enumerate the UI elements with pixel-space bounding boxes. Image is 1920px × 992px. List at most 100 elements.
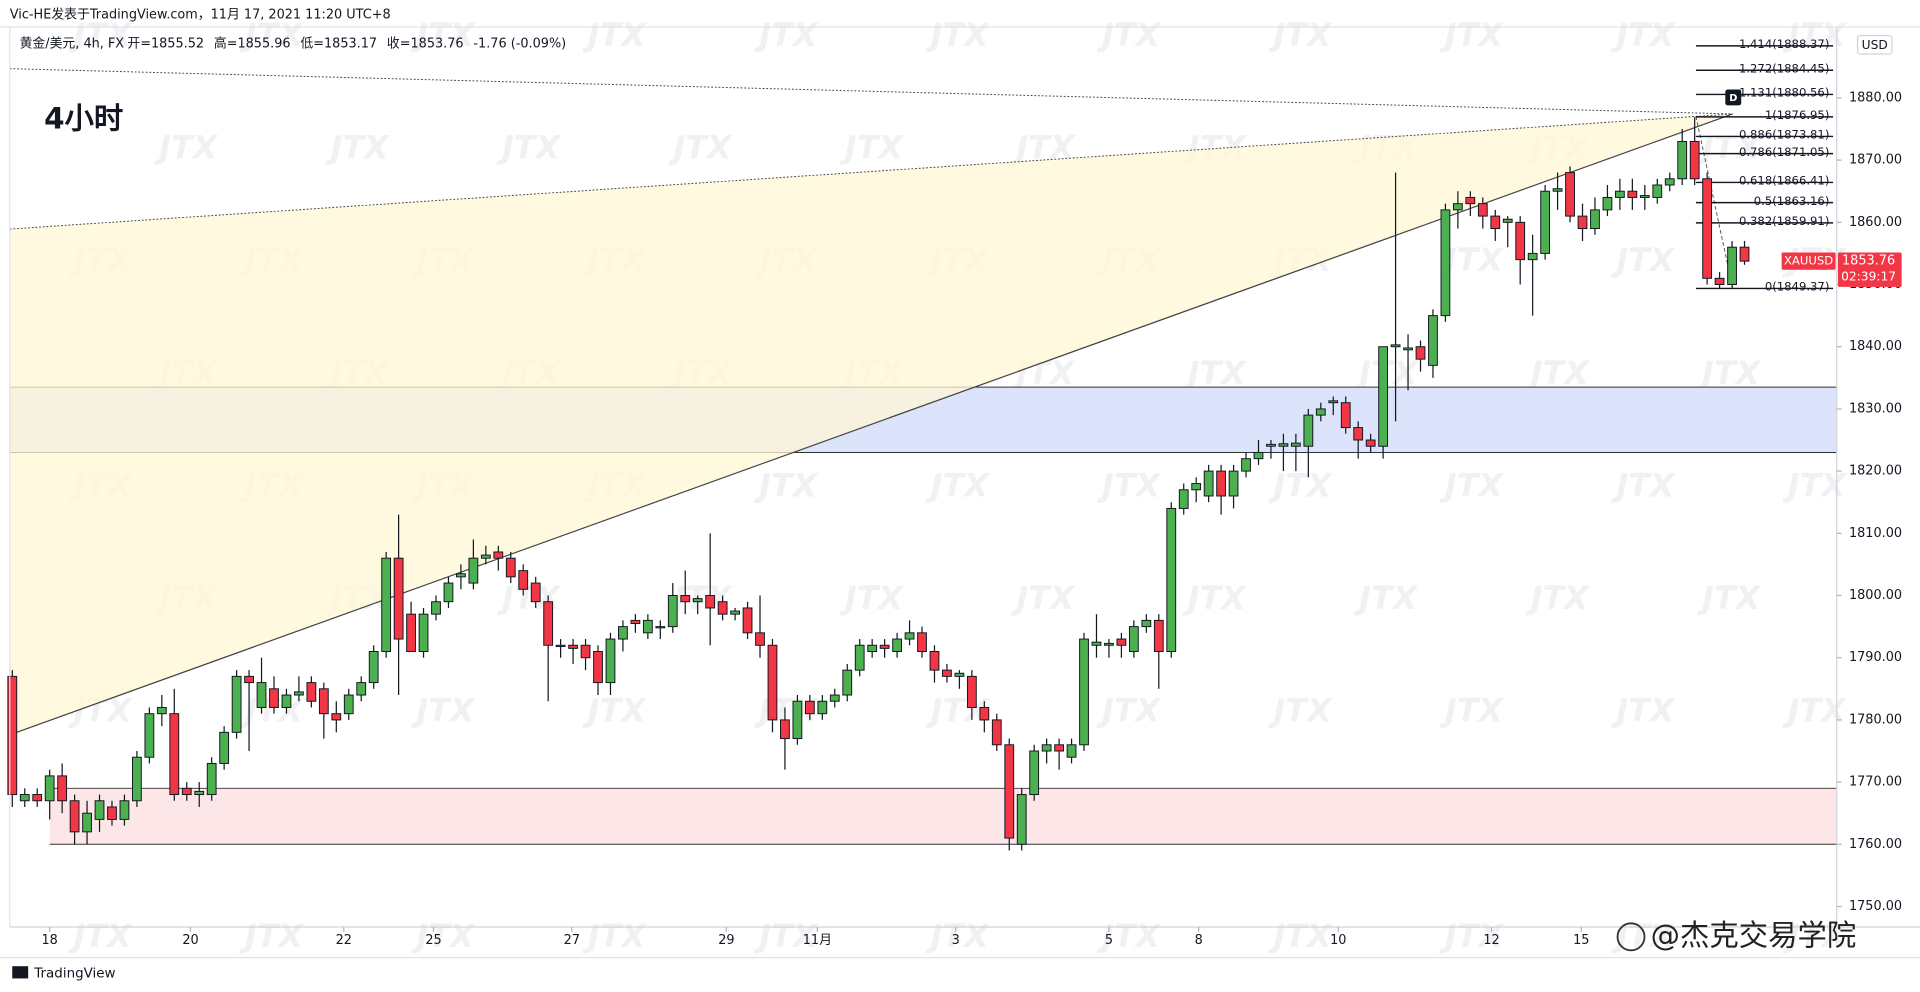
candle-body [568, 644, 578, 649]
x-tick-label: 20 [182, 933, 198, 948]
candle-body [1153, 619, 1164, 652]
candle-body [1191, 483, 1202, 491]
candle-body [269, 688, 279, 708]
currency: USD [1862, 38, 1888, 52]
candle-body [991, 719, 1002, 746]
candle-body [94, 800, 105, 820]
candle-body [281, 694, 292, 708]
candle-body [1689, 140, 1700, 180]
zone [49, 788, 1837, 845]
candle-body [1440, 209, 1451, 317]
candle-body [356, 682, 367, 696]
candle-body [169, 713, 180, 796]
fib-label: 0.618(1866.41) [1739, 174, 1829, 188]
watermark: JTX [410, 692, 476, 730]
candle-body [1104, 642, 1114, 646]
watermark: JTX [1096, 917, 1162, 955]
candle-body [1515, 221, 1526, 261]
watermark: JTX [925, 466, 991, 504]
zhihu-icon [1616, 922, 1646, 952]
watermark: JTX [67, 16, 133, 54]
candle-body [1365, 439, 1376, 447]
candle-body [1353, 427, 1364, 441]
watermark: JTX [1439, 692, 1505, 730]
fib-label: 0.5(1863.16) [1754, 194, 1830, 208]
y-tick-label: 1870.00 [1849, 153, 1902, 168]
candle-body [1714, 277, 1725, 286]
candle-body [792, 700, 803, 740]
candle-body [418, 613, 429, 652]
candle-body [1178, 489, 1189, 509]
candle-body [692, 598, 703, 603]
candle-body [1702, 178, 1713, 279]
candle-body [842, 669, 853, 696]
fib-label: 0.382(1859.91) [1739, 214, 1829, 228]
candle-body [1652, 184, 1663, 198]
y-tick-label: 1810.00 [1849, 526, 1902, 541]
candle-body [1577, 215, 1588, 230]
watermark: JTX [1439, 16, 1505, 54]
watermark: JTX [1782, 466, 1848, 504]
candle-body [1004, 744, 1015, 839]
ohlc-value: -1.76 (-0.09%) [473, 37, 566, 52]
watermark: JTX [925, 917, 991, 955]
candle-body [580, 644, 591, 659]
candle-body [69, 800, 80, 833]
ticker-tag [1781, 252, 1836, 270]
candle-body [431, 601, 441, 615]
candle-body [393, 557, 404, 640]
candle-body [642, 619, 653, 634]
candle-body [854, 644, 865, 671]
candle-body [904, 632, 915, 640]
candle-body [1452, 203, 1463, 211]
trend-line [9, 113, 1733, 230]
candle-body [618, 626, 628, 640]
candle-body [942, 669, 952, 677]
watermark: JTX [582, 917, 648, 955]
candle-body [244, 675, 254, 684]
candle-body [1066, 744, 1077, 758]
candle-body [132, 756, 142, 802]
candle-body [19, 794, 30, 802]
candle-body [107, 806, 117, 820]
candles [7, 117, 1750, 851]
candle-body [1166, 507, 1177, 652]
candle-body [1727, 246, 1737, 286]
x-tick-label: 27 [564, 933, 580, 948]
timeframe-label: 4小时 [44, 102, 123, 136]
last-price: 1853.76 [1842, 254, 1895, 269]
candle-body [1378, 346, 1389, 447]
candle-body [57, 775, 68, 802]
watermark: JTX [582, 692, 648, 730]
x-tick-label: 25 [425, 933, 441, 948]
watermark: JTX [925, 16, 991, 54]
candle-body [917, 632, 927, 652]
y-tick-label: 1860.00 [1849, 215, 1902, 230]
watermark: JTX [667, 128, 733, 166]
watermark: JTX [1182, 579, 1248, 617]
watermark: JTX [1610, 16, 1676, 54]
price-tag-box [1837, 252, 1902, 287]
symbol: 黄金/美元, 4h, FX [20, 36, 125, 52]
candle-body [231, 675, 242, 733]
candle-body [1303, 414, 1314, 447]
candle-body [755, 632, 765, 646]
x-tick-label: 15 [1573, 933, 1589, 948]
candle-body [1079, 638, 1089, 746]
candle-body [1141, 619, 1152, 628]
watermark: JTX [153, 128, 219, 166]
footer-brand: TradingView [33, 967, 115, 982]
watermark: JTX [1610, 917, 1676, 955]
y-tick-label: 1880.00 [1849, 90, 1902, 105]
watermark: JTX [1439, 917, 1505, 955]
candle-body [1428, 315, 1438, 366]
candle-body [742, 607, 753, 634]
candle-body [468, 557, 479, 584]
icon [1725, 89, 1742, 106]
fib-label: 0.886(1873.81) [1739, 128, 1829, 142]
candle-body [979, 706, 990, 721]
currency-box [1856, 34, 1893, 55]
fib-label: 1.131(1880.56) [1739, 86, 1829, 100]
candle-body [1128, 626, 1139, 652]
